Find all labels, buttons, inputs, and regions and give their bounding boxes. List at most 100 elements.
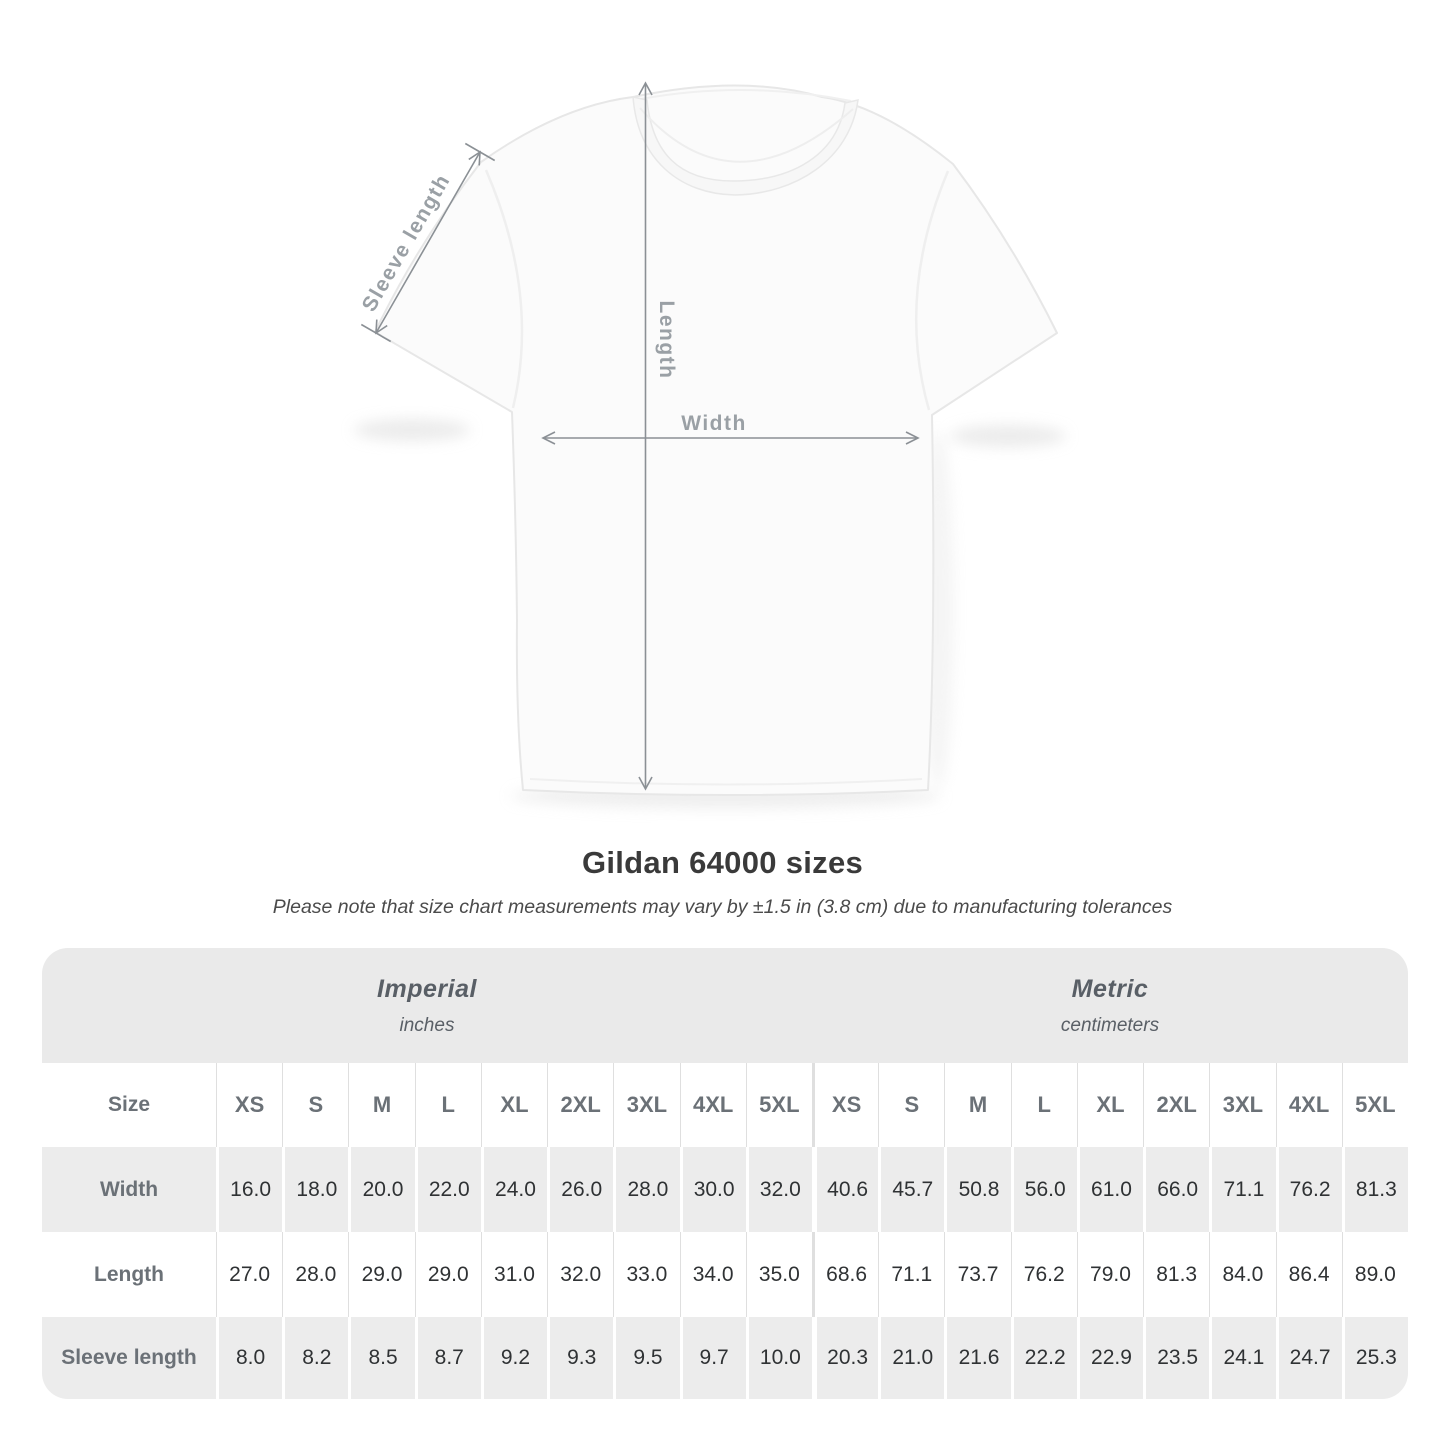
value-cell: 32.0 [745,1147,812,1232]
length-arrow [638,81,653,791]
length-label: Length [655,301,678,380]
size-cell: S [282,1063,349,1147]
size-cell: M [944,1063,1011,1147]
value-cell: 21.6 [944,1317,1011,1399]
value-cell: 73.7 [944,1232,1011,1317]
unit-group-header-row: Imperial inches Metric centimeters [42,948,1408,1063]
size-cell: L [414,1063,481,1147]
value-cell: 9.2 [480,1317,548,1399]
size-column-header: Size [42,1063,216,1147]
tshirt-illustration [374,84,1058,796]
value-cell: 24.0 [480,1147,548,1232]
value-cell: 26.0 [547,1147,614,1232]
size-cell: XL [1076,1063,1144,1147]
value-cell: 28.0 [282,1232,349,1317]
size-cell: XL [480,1063,548,1147]
value-cell: 16.0 [216,1147,283,1232]
value-cell: 23.5 [1143,1317,1210,1399]
value-cell: 9.3 [547,1317,614,1399]
width-arrow [541,431,920,445]
value-cell: 30.0 [679,1147,746,1232]
page-title: Gildan 64000 sizes [581,845,864,880]
size-cell: XS [811,1063,879,1147]
value-cell: 8.5 [348,1317,415,1399]
size-cell: 5XL [745,1063,812,1147]
value-cell: 9.5 [613,1317,680,1399]
tshirt-measurement-diagram: Sleeve length Length Width [354,81,1066,808]
value-cell: 71.1 [1209,1147,1276,1232]
value-cell: 32.0 [547,1232,614,1317]
value-cell: 45.7 [878,1147,945,1232]
size-cell: S [878,1063,945,1147]
value-cell: 29.0 [414,1232,481,1317]
value-cell: 68.6 [811,1232,879,1317]
size-cell: 4XL [679,1063,746,1147]
value-cell: 8.2 [282,1317,349,1399]
value-cell: 10.0 [745,1317,812,1399]
value-cell: 81.3 [1341,1147,1408,1232]
value-cell: 27.0 [216,1232,283,1317]
value-cell: 40.6 [811,1147,879,1232]
dimension-lines [360,81,920,791]
imperial-group-unit: inches [399,1014,455,1036]
size-cell: 3XL [613,1063,680,1147]
size-cell: XS [216,1063,283,1147]
value-cell: 8.0 [216,1317,283,1399]
imperial-group-header: Imperial inches [42,948,812,1063]
value-cell: 22.0 [414,1147,481,1232]
value-cell: 24.7 [1275,1317,1342,1399]
value-cell: 34.0 [679,1232,746,1317]
metric-group-unit: centimeters [1060,1014,1160,1036]
value-cell: 22.9 [1076,1317,1144,1399]
value-cell: 20.3 [811,1317,879,1399]
value-cell: 35.0 [745,1232,812,1317]
table-row-length: Length 27.0 28.0 29.0 29.0 31.0 32.0 33.… [42,1232,1408,1317]
imperial-group-title: Imperial [377,974,477,1003]
value-cell: 66.0 [1143,1147,1210,1232]
row-label-sleeve-length: Sleeve length [42,1317,216,1399]
size-cell: 2XL [1143,1063,1210,1147]
value-cell: 76.2 [1010,1232,1077,1317]
size-cell: M [348,1063,415,1147]
page-subtitle: Please note that size chart measurements… [272,896,1173,918]
value-cell: 61.0 [1076,1147,1144,1232]
size-cell: 3XL [1209,1063,1276,1147]
value-cell: 79.0 [1076,1232,1144,1317]
value-cell: 24.1 [1209,1317,1276,1399]
value-cell: 89.0 [1341,1232,1408,1317]
value-cell: 86.4 [1275,1232,1342,1317]
value-cell: 28.0 [613,1147,680,1232]
size-table: Imperial inches Metric centimeters Size … [42,948,1408,1399]
value-cell: 81.3 [1143,1232,1210,1317]
table-row-sleeve-length: Sleeve length 8.0 8.2 8.5 8.7 9.2 9.3 9.… [42,1317,1408,1399]
size-cell: 5XL [1341,1063,1408,1147]
value-cell: 8.7 [414,1317,481,1399]
value-cell: 33.0 [613,1232,680,1317]
size-cell: L [1010,1063,1077,1147]
row-label-width: Width [42,1147,216,1232]
width-label: Width [681,412,747,435]
size-cell: 2XL [547,1063,614,1147]
value-cell: 29.0 [348,1232,415,1317]
value-cell: 50.8 [944,1147,1011,1232]
size-cell: 4XL [1275,1063,1342,1147]
value-cell: 25.3 [1341,1317,1408,1399]
value-cell: 18.0 [282,1147,349,1232]
value-cell: 56.0 [1010,1147,1077,1232]
row-label-length: Length [42,1232,216,1317]
metric-group-header: Metric centimeters [811,948,1408,1063]
table-row-width: Width 16.0 18.0 20.0 22.0 24.0 26.0 28.0… [42,1147,1408,1232]
size-table-container: Imperial inches Metric centimeters Size … [42,948,1408,1399]
value-cell: 84.0 [1209,1232,1276,1317]
metric-group-title: Metric [1071,974,1149,1003]
value-cell: 22.2 [1010,1317,1077,1399]
value-cell: 31.0 [480,1232,548,1317]
size-header-row: Size XS S M L XL 2XL 3XL 4XL 5XL XS S M … [42,1063,1408,1147]
value-cell: 76.2 [1275,1147,1342,1232]
value-cell: 9.7 [679,1317,746,1399]
value-cell: 20.0 [348,1147,415,1232]
value-cell: 21.0 [878,1317,945,1399]
value-cell: 71.1 [878,1232,945,1317]
sleeve-length-arrow [360,142,496,343]
